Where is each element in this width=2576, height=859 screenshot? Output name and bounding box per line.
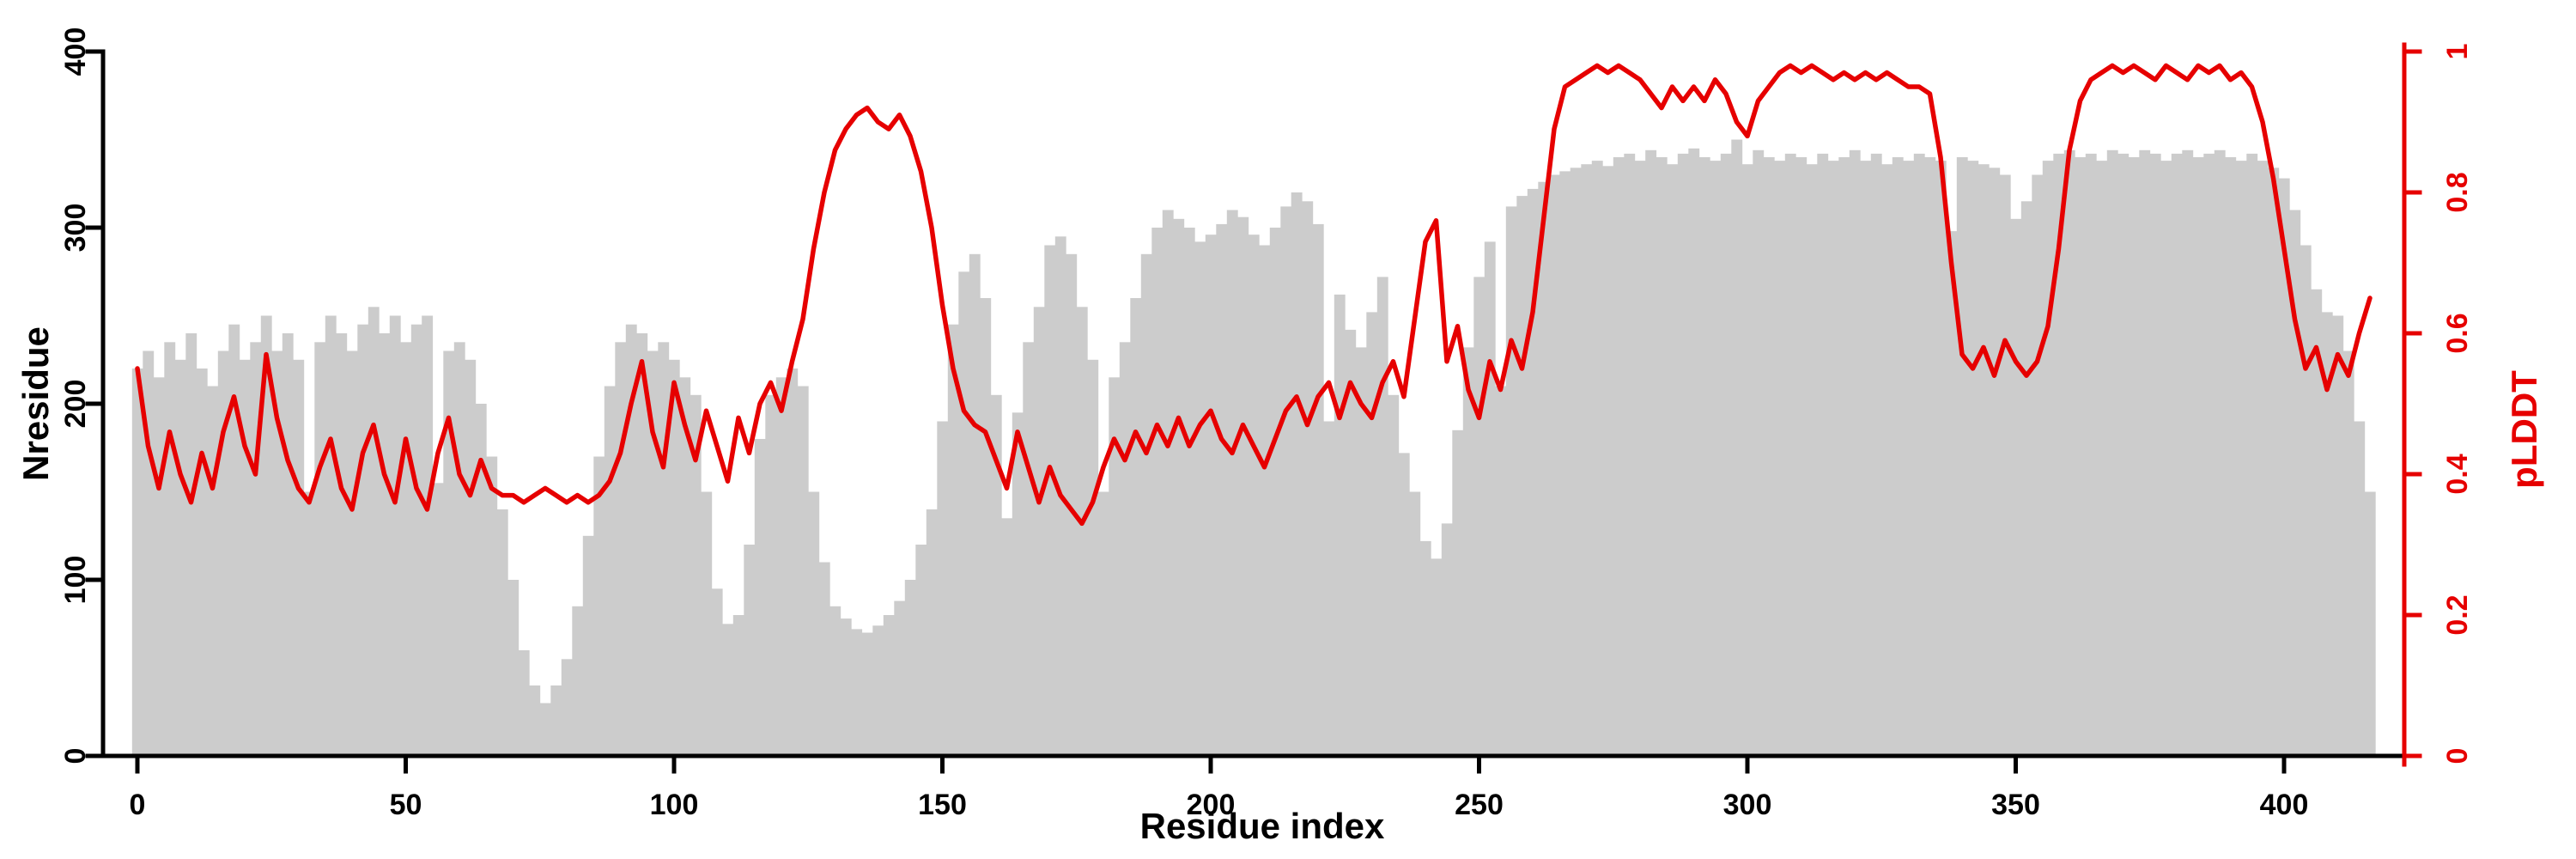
y-left-tick-label: 200 [59, 380, 92, 429]
x-tick-label: 350 [1991, 789, 2040, 821]
y-right-axis-title: pLDDT [2504, 370, 2544, 489]
y-left-tick-label: 300 [59, 204, 92, 253]
x-axis-title: Residue index [1139, 806, 1385, 846]
nresidue-bars [131, 139, 2376, 757]
plddt-line [135, 63, 2372, 527]
y-left-tick-label: 400 [59, 27, 92, 76]
y-right-tick-label: 0.8 [2441, 172, 2474, 212]
x-tick-label: 0 [130, 789, 146, 821]
y-left-tick-label: 0 [59, 748, 92, 765]
x-tick-label: 100 [650, 789, 699, 821]
y-right-tick-label: 0.2 [2441, 594, 2474, 635]
x-tick-labels: 0 50 100 150 200 250 300 350 400 [130, 789, 2309, 821]
y-left-tick-labels: 0 100 200 300 400 [59, 27, 92, 765]
x-tick-label: 150 [918, 789, 967, 821]
x-tick-label: 250 [1455, 789, 1504, 821]
y-right-tick-labels: 0 0.2 0.4 0.6 0.8 1 [2441, 44, 2474, 765]
y-left-tick-label: 100 [59, 556, 92, 605]
x-tick-label: 200 [1187, 789, 1236, 821]
x-tick-label: 300 [1723, 789, 1772, 821]
black-axes [85, 49, 2407, 774]
y-right-axis [2402, 42, 2422, 767]
y-right-tick-label: 0.6 [2441, 313, 2474, 353]
y-right-tick-label: 0.4 [2441, 454, 2474, 494]
x-tick-label: 400 [2260, 789, 2309, 821]
y-left-axis-title: Nresidue [15, 326, 56, 481]
y-right-tick-label: 1 [2441, 44, 2474, 60]
y-right-tick-label: 0 [2441, 748, 2474, 765]
x-tick-label: 50 [390, 789, 422, 821]
